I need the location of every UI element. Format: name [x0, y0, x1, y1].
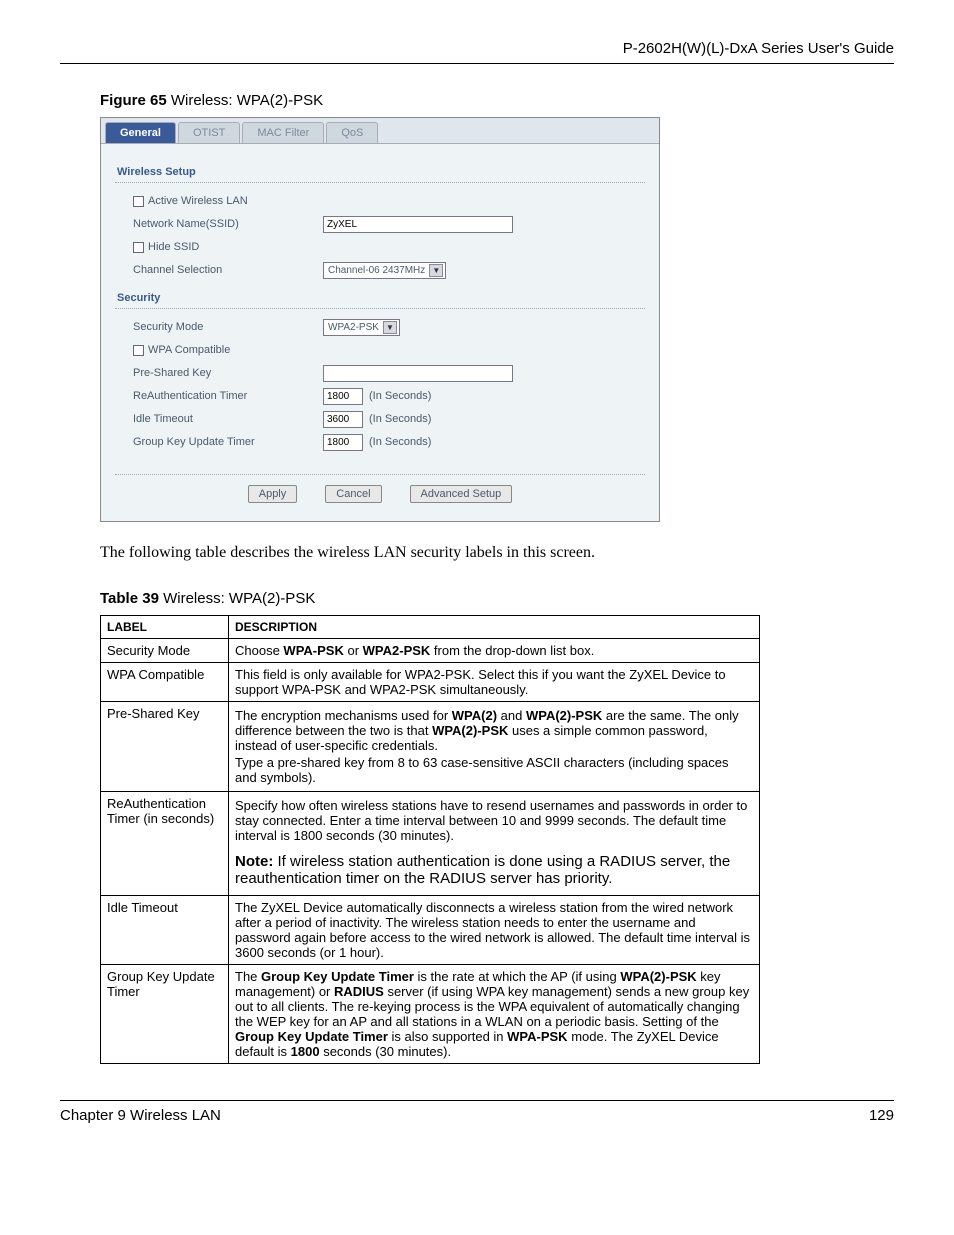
reauth-label: ReAuthentication Timer: [133, 390, 323, 402]
ssid-label: Network Name(SSID): [133, 218, 323, 230]
cell-desc: Choose WPA-PSK or WPA2-PSK from the drop…: [229, 639, 760, 663]
cell-label: ReAuthentication Timer (in seconds): [101, 792, 229, 896]
chevron-down-icon: ▼: [429, 264, 443, 277]
cell-label: Pre-Shared Key: [101, 702, 229, 792]
button-row: Apply Cancel Advanced Setup: [115, 474, 645, 503]
gku-label: Group Key Update Timer: [133, 436, 323, 448]
cancel-button[interactable]: Cancel: [325, 485, 381, 503]
section-wireless-setup: Wireless Setup: [115, 160, 645, 183]
tab-bar: General OTIST MAC Filter QoS: [101, 118, 659, 144]
reauth-input[interactable]: [323, 388, 363, 405]
table-header-row: LABEL DESCRIPTION: [101, 616, 760, 639]
gku-unit: (In Seconds): [369, 436, 431, 448]
idle-input[interactable]: [323, 411, 363, 428]
cell-label: Security Mode: [101, 639, 229, 663]
cell-desc: The encryption mechanisms used for WPA(2…: [229, 702, 760, 792]
channel-select[interactable]: Channel-06 2437MHz ▼: [323, 262, 446, 279]
th-label: LABEL: [101, 616, 229, 639]
footer-chapter: Chapter 9 Wireless LAN: [60, 1107, 221, 1124]
figure-title: Wireless: WPA(2)-PSK: [167, 92, 323, 109]
apply-button[interactable]: Apply: [248, 485, 298, 503]
wpa-compatible-label: WPA Compatible: [133, 344, 323, 356]
th-description: DESCRIPTION: [229, 616, 760, 639]
active-wlan-label: Active Wireless LAN: [133, 195, 323, 207]
ssid-input[interactable]: [323, 216, 513, 233]
table-row: Idle Timeout The ZyXEL Device automatica…: [101, 896, 760, 965]
cell-desc: The ZyXEL Device automatically disconnec…: [229, 896, 760, 965]
section-security: Security: [115, 286, 645, 309]
header-rule: [60, 63, 894, 64]
footer-page-number: 129: [869, 1107, 894, 1124]
table-caption: Table 39 Wireless: WPA(2)-PSK: [100, 590, 894, 607]
cell-label: Group Key Update Timer: [101, 965, 229, 1064]
cell-label: WPA Compatible: [101, 663, 229, 702]
wpa-compatible-checkbox[interactable]: [133, 345, 144, 356]
screenshot-panel: General OTIST MAC Filter QoS Wireless Se…: [100, 117, 660, 522]
hide-ssid-checkbox[interactable]: [133, 242, 144, 253]
tab-general[interactable]: General: [105, 122, 176, 143]
hide-ssid-label: Hide SSID: [133, 241, 323, 253]
active-wlan-checkbox[interactable]: [133, 196, 144, 207]
tab-otist[interactable]: OTIST: [178, 122, 240, 143]
reauth-unit: (In Seconds): [369, 390, 431, 402]
cell-desc: Specify how often wireless stations have…: [229, 792, 760, 896]
figure-number: Figure 65: [100, 92, 167, 109]
body-paragraph: The following table describes the wirele…: [100, 544, 894, 562]
table-row: Group Key Update Timer The Group Key Upd…: [101, 965, 760, 1064]
chevron-down-icon: ▼: [383, 321, 397, 334]
cell-desc: The Group Key Update Timer is the rate a…: [229, 965, 760, 1064]
psk-label: Pre-Shared Key: [133, 367, 323, 379]
psk-input[interactable]: [323, 365, 513, 382]
table-number: Table 39: [100, 590, 159, 607]
idle-label: Idle Timeout: [133, 413, 323, 425]
figure-caption: Figure 65 Wireless: WPA(2)-PSK: [100, 92, 894, 109]
channel-label: Channel Selection: [133, 264, 323, 276]
table-row: ReAuthentication Timer (in seconds) Spec…: [101, 792, 760, 896]
page-footer: Chapter 9 Wireless LAN 129: [60, 1100, 894, 1124]
advanced-setup-button[interactable]: Advanced Setup: [410, 485, 513, 503]
table-row: Pre-Shared Key The encryption mechanisms…: [101, 702, 760, 792]
idle-unit: (In Seconds): [369, 413, 431, 425]
cell-label: Idle Timeout: [101, 896, 229, 965]
tab-macfilter[interactable]: MAC Filter: [242, 122, 324, 143]
table-row: Security Mode Choose WPA-PSK or WPA2-PSK…: [101, 639, 760, 663]
tab-qos[interactable]: QoS: [326, 122, 378, 143]
gku-input[interactable]: [323, 434, 363, 451]
security-mode-label: Security Mode: [133, 321, 323, 333]
description-table: LABEL DESCRIPTION Security Mode Choose W…: [100, 615, 760, 1064]
table-row: WPA Compatible This field is only availa…: [101, 663, 760, 702]
doc-header: P-2602H(W)(L)-DxA Series User's Guide: [60, 40, 894, 63]
security-mode-select[interactable]: WPA2-PSK ▼: [323, 319, 400, 336]
cell-desc: This field is only available for WPA2-PS…: [229, 663, 760, 702]
table-title: Wireless: WPA(2)-PSK: [159, 590, 315, 607]
